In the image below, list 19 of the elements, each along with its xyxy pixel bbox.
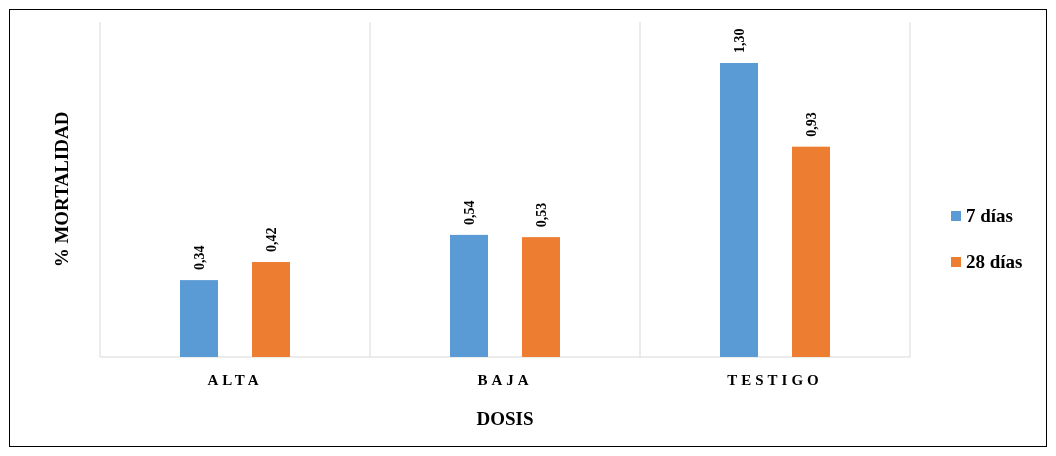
bar xyxy=(792,146,830,357)
data-label: 0,42 xyxy=(264,227,279,253)
bar xyxy=(720,63,758,357)
x-tick-label: BAJA xyxy=(477,372,533,388)
bar xyxy=(252,262,290,357)
data-label: 1,30 xyxy=(732,28,747,53)
data-label: 0,34 xyxy=(192,245,207,271)
data-label: 0,53 xyxy=(534,202,549,228)
x-tick-label: ALTA xyxy=(207,372,263,388)
legend-label: 7 días xyxy=(966,205,1013,226)
data-label: 0,93 xyxy=(804,112,819,137)
bar xyxy=(180,280,218,357)
x-axis-title: DOSIS xyxy=(476,408,534,429)
legend-label: 28 días xyxy=(966,251,1023,272)
x-tick-label: TESTIGO xyxy=(727,372,823,388)
data-label: 0,54 xyxy=(462,200,477,225)
bar xyxy=(522,237,560,357)
y-axis-title: % MORTALIDAD xyxy=(51,111,72,268)
bar xyxy=(450,234,488,357)
